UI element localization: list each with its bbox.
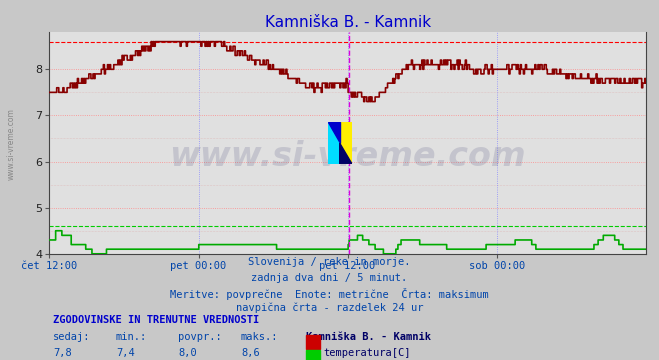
Title: Kamniška B. - Kamnik: Kamniška B. - Kamnik	[264, 15, 431, 30]
Bar	[328, 122, 340, 164]
Text: 7,4: 7,4	[116, 348, 134, 358]
Text: ZGODOVINSKE IN TRENUTNE VREDNOSTI: ZGODOVINSKE IN TRENUTNE VREDNOSTI	[53, 315, 259, 325]
Text: maks.:: maks.:	[241, 332, 278, 342]
Text: www.si-vreme.com: www.si-vreme.com	[169, 140, 526, 173]
Text: 8,0: 8,0	[179, 348, 197, 358]
Polygon shape	[340, 143, 352, 164]
Text: Slovenija / reke in morje.: Slovenija / reke in morje.	[248, 257, 411, 267]
Text: temperatura[C]: temperatura[C]	[323, 348, 411, 358]
Text: Kamniška B. - Kamnik: Kamniška B. - Kamnik	[306, 332, 432, 342]
Text: min.:: min.:	[115, 332, 146, 342]
Text: www.si-vreme.com: www.si-vreme.com	[7, 108, 16, 180]
Text: Meritve: povprečne  Enote: metrične  Črta: maksimum: Meritve: povprečne Enote: metrične Črta:…	[170, 288, 489, 300]
Text: zadnja dva dni / 5 minut.: zadnja dva dni / 5 minut.	[251, 273, 408, 283]
Text: 8,6: 8,6	[241, 348, 260, 358]
Text: navpična črta - razdelek 24 ur: navpična črta - razdelek 24 ur	[236, 303, 423, 313]
Polygon shape	[328, 122, 340, 143]
Bar	[340, 122, 352, 164]
Text: povpr.:: povpr.:	[178, 332, 221, 342]
Text: sedaj:: sedaj:	[53, 332, 90, 342]
Text: 7,8: 7,8	[53, 348, 72, 358]
